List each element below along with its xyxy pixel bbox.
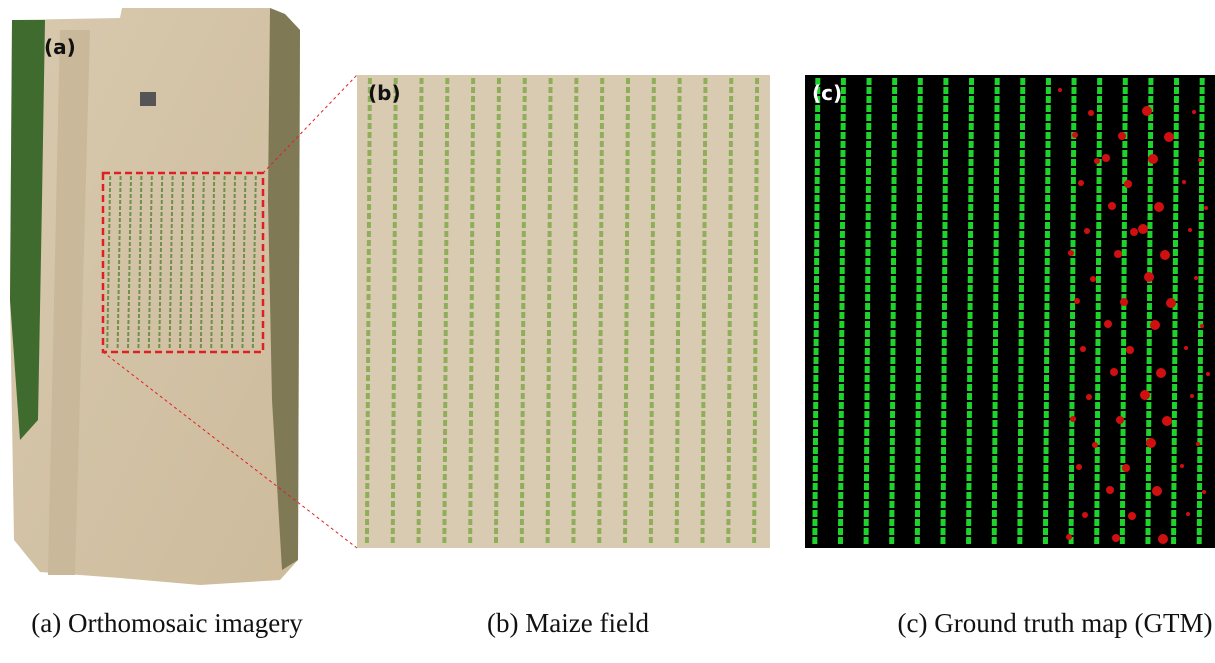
weed-patch bbox=[1154, 202, 1164, 212]
weed-patch bbox=[1182, 180, 1186, 184]
weed-patch bbox=[1144, 272, 1154, 282]
weed-patch bbox=[1146, 438, 1156, 448]
weed-patch bbox=[1200, 324, 1204, 328]
weed-patch bbox=[1084, 228, 1090, 234]
weed-patch bbox=[1126, 346, 1134, 354]
weed-patch bbox=[1090, 276, 1096, 282]
weed-patch bbox=[1112, 534, 1120, 542]
weed-patch bbox=[1070, 416, 1076, 422]
gtm-panel: (c) bbox=[805, 75, 1215, 548]
orthomosaic-panel: (a) bbox=[10, 8, 357, 585]
weed-patch bbox=[1078, 180, 1084, 186]
weed-patch bbox=[1104, 320, 1112, 328]
weed-patch bbox=[1142, 106, 1152, 116]
weed-patch bbox=[1188, 228, 1192, 232]
weed-patch bbox=[1076, 464, 1082, 470]
weed-patch bbox=[1140, 390, 1150, 400]
weed-patch bbox=[1164, 132, 1174, 142]
weed-patch bbox=[1198, 158, 1202, 162]
weed-patch bbox=[1184, 346, 1188, 350]
weed-patch bbox=[1192, 110, 1196, 114]
weed-patch bbox=[1066, 534, 1072, 540]
weed-patch bbox=[1118, 132, 1126, 140]
weed-patch bbox=[1114, 250, 1122, 258]
weed-patch bbox=[1130, 228, 1138, 236]
weed-patch bbox=[1160, 250, 1170, 260]
caption: (c) Ground truth map (GTM) bbox=[898, 608, 1213, 638]
weed-patch bbox=[1128, 512, 1136, 520]
weed-patch bbox=[1108, 202, 1116, 210]
page: (a) (b) (c) (a) Orthomosaic imagery (b) … bbox=[0, 0, 1215, 663]
weed-patch bbox=[1072, 132, 1078, 138]
weed-patch bbox=[1150, 320, 1160, 330]
weed-patch bbox=[1058, 88, 1062, 92]
panel-tag: (c) bbox=[812, 81, 842, 105]
weed-patch bbox=[1138, 224, 1148, 234]
weed-patch bbox=[1158, 534, 1168, 544]
weed-patch bbox=[1106, 486, 1114, 494]
weed-patch bbox=[1186, 512, 1190, 516]
caption: (b) Maize field bbox=[487, 608, 649, 638]
caption: (a) Orthomosaic imagery bbox=[31, 608, 303, 638]
weed-patch bbox=[1180, 464, 1184, 468]
weed-patch bbox=[1194, 276, 1198, 280]
figure: (a) (b) (c) (a) Orthomosaic imagery (b) … bbox=[0, 0, 1215, 663]
panel-tag: (b) bbox=[368, 81, 401, 105]
maize-field-panel: (b) bbox=[357, 75, 770, 548]
weed-patch bbox=[1122, 464, 1130, 472]
weed-patch bbox=[1082, 512, 1088, 518]
weed-patch bbox=[1116, 416, 1124, 424]
weed-patch bbox=[1152, 486, 1162, 496]
weed-patch bbox=[1068, 250, 1074, 256]
weed-patch bbox=[1074, 298, 1080, 304]
weed-patch bbox=[1166, 298, 1176, 308]
weed-patch bbox=[1092, 442, 1098, 448]
panel-tag: (a) bbox=[44, 35, 76, 59]
weed-patch bbox=[1202, 490, 1206, 494]
weed-patch bbox=[1102, 154, 1110, 162]
weed-patch bbox=[1204, 206, 1208, 210]
weed-patch bbox=[1124, 180, 1132, 188]
weed-patch bbox=[1148, 154, 1158, 164]
vehicle bbox=[140, 92, 156, 106]
weed-patch bbox=[1110, 368, 1118, 376]
weed-patch bbox=[1120, 298, 1128, 306]
weed-patch bbox=[1080, 346, 1086, 352]
weed-patch bbox=[1088, 110, 1094, 116]
weed-patch bbox=[1162, 416, 1172, 426]
weed-patch bbox=[1190, 394, 1194, 398]
weed-patch bbox=[1086, 394, 1092, 400]
weed-patch bbox=[1196, 442, 1200, 446]
weed-patch bbox=[1156, 368, 1166, 378]
weed-patch bbox=[1206, 372, 1210, 376]
weed-patch bbox=[1094, 158, 1100, 164]
